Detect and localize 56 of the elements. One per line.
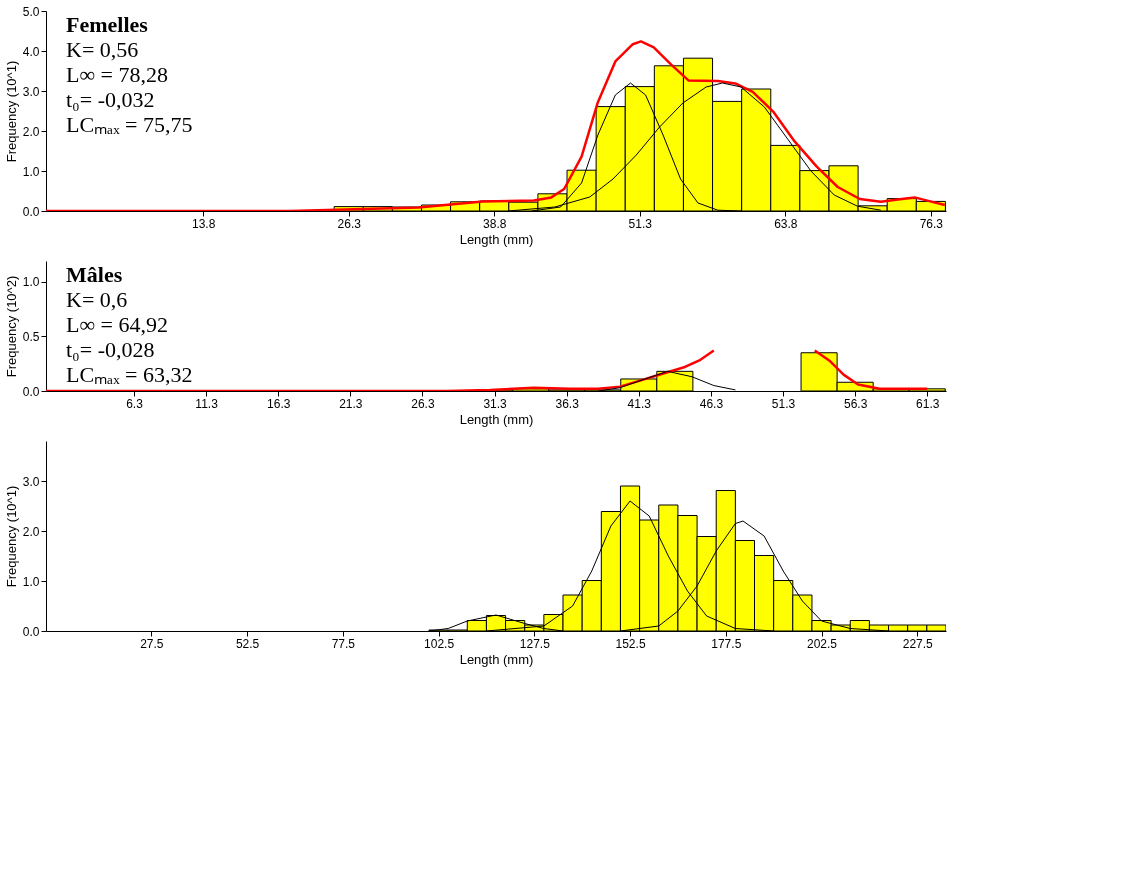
y-tick-label: 2.0 [22, 124, 40, 139]
annotation: K= 0,56 [66, 37, 139, 62]
y-tick-label: 0.0 [22, 204, 40, 219]
annotation: L∞ = 78,28 [66, 62, 169, 87]
x-tick-label: 61.3 [916, 396, 940, 411]
x-tick-label: 52.5 [235, 636, 260, 651]
x-tick-label: 56.3 [843, 396, 868, 411]
y-tick-label: 0.0 [22, 624, 40, 639]
x-tick-label: 51.3 [628, 216, 653, 231]
x-tick-label: 6.3 [126, 396, 144, 411]
x-tick-label: 31.3 [483, 396, 508, 411]
x-tick-label: 227.5 [902, 636, 934, 651]
y-tick-label: 1.0 [22, 574, 40, 589]
x-tick-label: 26.3 [411, 396, 435, 411]
x-tick-label: 127.5 [519, 636, 551, 651]
x-axis-title: Length (mm) [459, 651, 534, 667]
x-tick-label: 102.5 [424, 636, 455, 651]
y-tick-label: 0.5 [22, 329, 40, 344]
x-tick-label: 202.5 [807, 636, 838, 651]
x-tick-label: 46.3 [699, 396, 724, 411]
x-tick-label: 38.8 [483, 216, 507, 231]
y-axis-title: Frequency (10^1) [3, 485, 19, 588]
annotation: t₀= -0,028 [66, 337, 155, 362]
y-axis-title: Frequency (10^2) [3, 275, 19, 378]
annotation: t₀= -0,032 [66, 87, 155, 112]
x-tick-label: 27.5 [140, 636, 164, 651]
x-tick-label: 41.3 [627, 396, 652, 411]
y-axis-title: Frequency (10^1) [3, 60, 19, 163]
x-tick-label: 13.8 [192, 216, 216, 231]
annotation: LCₘₐₓ = 63,32 [66, 362, 193, 387]
y-tick-label: 3.0 [22, 474, 40, 489]
x-tick-label: 36.3 [555, 396, 580, 411]
x-axis-title: Length (mm) [459, 411, 534, 427]
x-tick-label: 21.3 [339, 396, 363, 411]
x-tick-label: 63.8 [774, 216, 798, 231]
annotation: K= 0,6 [66, 287, 128, 312]
annotation: Femelles [66, 12, 149, 37]
x-tick-label: 26.3 [337, 216, 362, 231]
annotation: L∞ = 64,92 [66, 312, 169, 337]
y-tick-label: 1.0 [22, 164, 40, 179]
y-tick-label: 0.0 [22, 384, 40, 399]
x-tick-label: 177.5 [711, 636, 742, 651]
annotation: Mâles [66, 262, 123, 287]
x-tick-label: 76.3 [919, 216, 944, 231]
x-axis-title: Length (mm) [459, 231, 534, 247]
y-tick-label: 2.0 [22, 524, 40, 539]
y-tick-label: 1.0 [22, 275, 40, 290]
x-tick-label: 51.3 [771, 396, 796, 411]
x-tick-label: 11.3 [195, 396, 219, 411]
annotation: LCₘₐₓ = 75,75 [66, 112, 193, 137]
x-tick-label: 152.5 [615, 636, 646, 651]
y-tick-label: 5.0 [22, 4, 40, 19]
y-tick-label: 3.0 [22, 84, 40, 99]
x-tick-label: 16.3 [267, 396, 291, 411]
y-tick-label: 4.0 [22, 44, 40, 59]
x-tick-label: 77.5 [331, 636, 356, 651]
